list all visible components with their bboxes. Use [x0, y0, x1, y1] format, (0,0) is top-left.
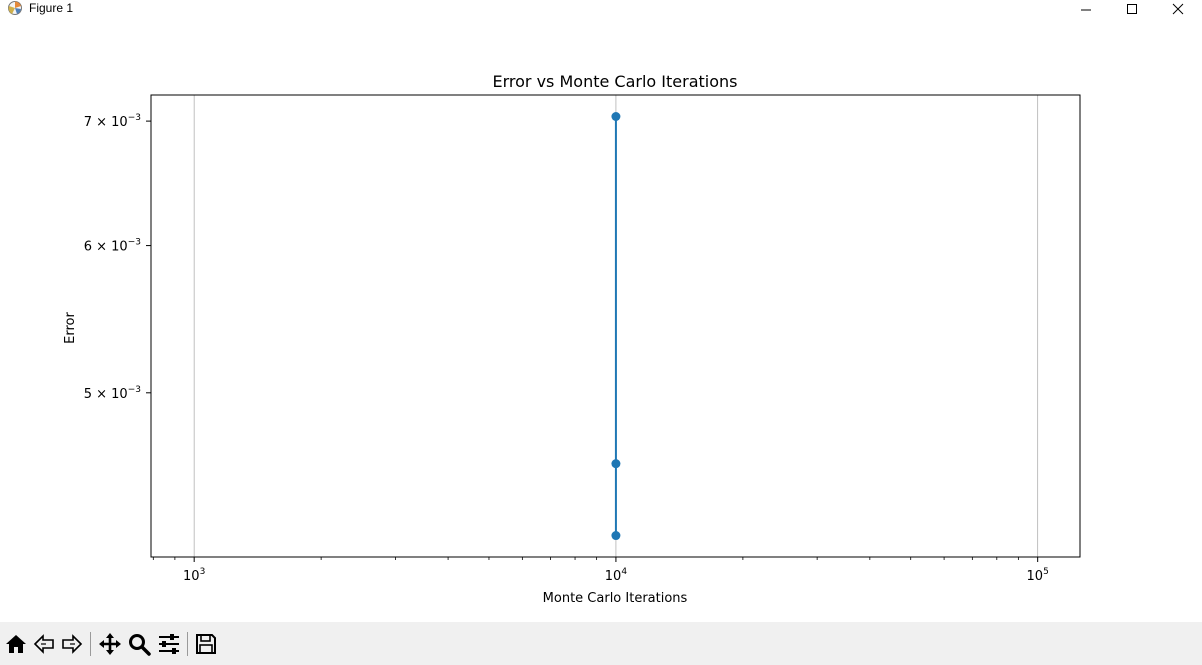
- x-tick-label-exponent: 4: [621, 567, 627, 577]
- x-tick-label-base: 10: [605, 569, 622, 584]
- toolbar-separator: [187, 632, 188, 656]
- pan-icon: [99, 633, 121, 655]
- y-tick-label-mantissa: 5 × 10: [84, 387, 128, 402]
- x-tick-label: 105: [1027, 567, 1049, 584]
- y-axis: 5 × 10−36 × 10−37 × 10−3: [84, 113, 151, 402]
- maximize-button[interactable]: [1109, 0, 1155, 17]
- x-tick-label-base: 10: [183, 569, 200, 584]
- x-tick-label: 103: [183, 567, 205, 584]
- y-tick-label-mantissa: 7 × 10: [84, 115, 128, 130]
- navigation-toolbar: [0, 622, 1202, 665]
- forward-button[interactable]: [58, 630, 86, 658]
- chart-title: Error vs Monte Carlo Iterations: [493, 72, 738, 91]
- configure-subplots-icon: [159, 634, 179, 654]
- data-point: [611, 112, 621, 122]
- zoom-button[interactable]: [125, 630, 153, 658]
- y-tick-label: 7 × 10−3: [84, 113, 141, 130]
- close-icon: [1172, 3, 1184, 14]
- home-icon: [6, 635, 26, 653]
- close-button[interactable]: [1155, 0, 1201, 17]
- window-title: Figure 1: [29, 1, 74, 15]
- zoom-icon: [129, 634, 151, 656]
- x-axis-label: Monte Carlo Iterations: [543, 591, 688, 606]
- chart-svg: Error vs Monte Carlo Iterations 103 104 10…: [63, 72, 1081, 606]
- x-tick-label-exponent: 3: [200, 567, 206, 577]
- minimize-icon: [1081, 9, 1091, 10]
- y-axis-label: Error: [63, 312, 78, 344]
- pan-button[interactable]: [96, 630, 124, 658]
- maximize-icon: [1127, 3, 1137, 14]
- y-tick-label-mantissa: 6 × 10: [84, 240, 128, 255]
- x-tick-label: 104: [605, 567, 628, 584]
- save-icon: [196, 634, 216, 654]
- data-point: [611, 531, 621, 541]
- x-axis: 103 104 105: [183, 557, 1049, 584]
- home-button[interactable]: [2, 630, 30, 658]
- x-tick-label-exponent: 5: [1043, 567, 1049, 577]
- back-button[interactable]: [30, 630, 58, 658]
- window-titlebar: Figure 1: [0, 0, 1202, 17]
- data-point: [611, 459, 621, 469]
- axes-frame: [150, 94, 1081, 558]
- back-icon: [33, 634, 54, 654]
- y-tick-label-exponent: −3: [128, 238, 141, 248]
- forward-icon: [62, 634, 83, 654]
- x-tick-label-base: 10: [1027, 569, 1044, 584]
- minimize-button[interactable]: [1063, 0, 1109, 17]
- toolbar-separator: [90, 632, 91, 656]
- series-layer: [611, 112, 621, 541]
- configure-subplots-button[interactable]: [155, 630, 183, 658]
- save-button[interactable]: [192, 630, 220, 658]
- y-tick-label: 6 × 10−3: [84, 238, 141, 255]
- figure-canvas[interactable]: Error vs Monte Carlo Iterations 103 104 10…: [0, 17, 1202, 622]
- y-tick-label-exponent: −3: [128, 113, 141, 123]
- y-tick-label: 5 × 10−3: [84, 385, 141, 402]
- matplotlib-logo-icon: [8, 1, 22, 15]
- y-tick-label-exponent: −3: [128, 385, 141, 395]
